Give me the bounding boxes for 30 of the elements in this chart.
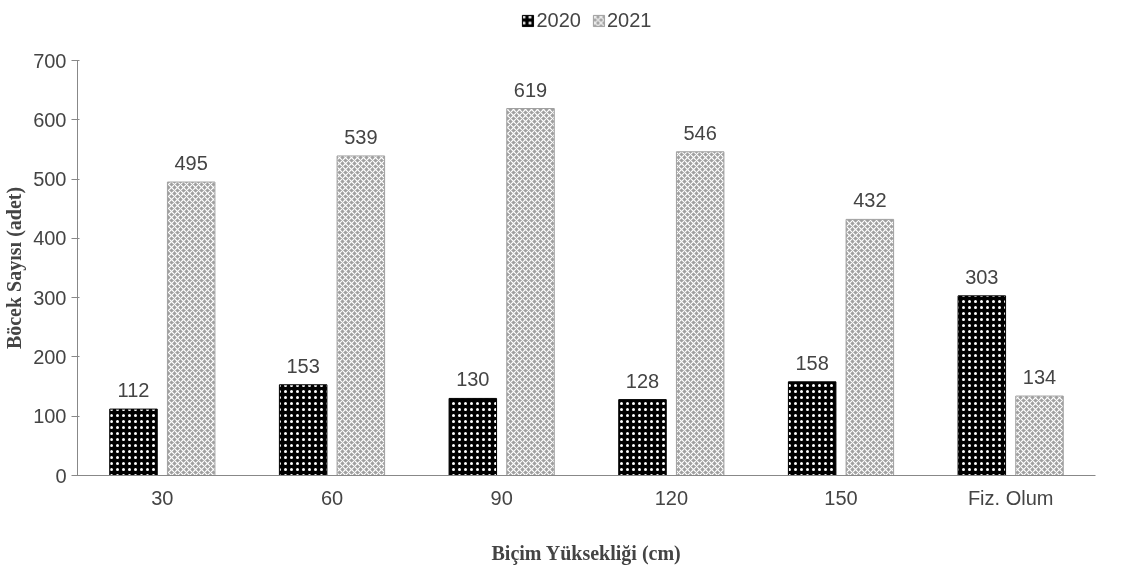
data-label: 134 <box>1022 366 1057 389</box>
data-label: 495 <box>174 152 208 175</box>
x-tick-label: 60 <box>320 486 344 509</box>
y-tick-label: 500 <box>33 168 67 191</box>
data-label: 432 <box>853 189 887 212</box>
data-label: 153 <box>286 354 320 377</box>
legend-label: 2020 <box>536 8 581 32</box>
y-tick-label: 300 <box>33 286 67 309</box>
legend-label: 2021 <box>607 8 652 32</box>
x-tick-label: Fiz. Olum <box>967 486 1054 509</box>
y-tick-label: 200 <box>33 345 67 368</box>
data-label: 128 <box>625 369 660 392</box>
y-tick-label: 0 <box>55 464 67 487</box>
y-tick-label: 400 <box>33 227 67 250</box>
y-tick-label: 600 <box>33 108 67 131</box>
x-tick-label: 120 <box>654 486 689 509</box>
data-label: 303 <box>965 265 999 288</box>
y-tick-label: 700 <box>33 49 67 72</box>
data-label: 158 <box>795 351 829 374</box>
data-label: 619 <box>513 78 548 101</box>
x-tick-label: 90 <box>490 486 513 509</box>
y-axis-title: Böcek Sayısı (adet) <box>3 186 27 350</box>
x-tick-label: 150 <box>824 486 858 509</box>
data-label: 130 <box>456 368 490 391</box>
y-tick-label: 100 <box>33 405 67 428</box>
x-axis-title: Biçim Yüksekliği (cm) <box>491 541 681 565</box>
x-tick-label: 30 <box>151 486 174 509</box>
data-label: 546 <box>683 121 717 144</box>
data-label: 539 <box>344 125 378 148</box>
data-label: 112 <box>117 379 150 402</box>
